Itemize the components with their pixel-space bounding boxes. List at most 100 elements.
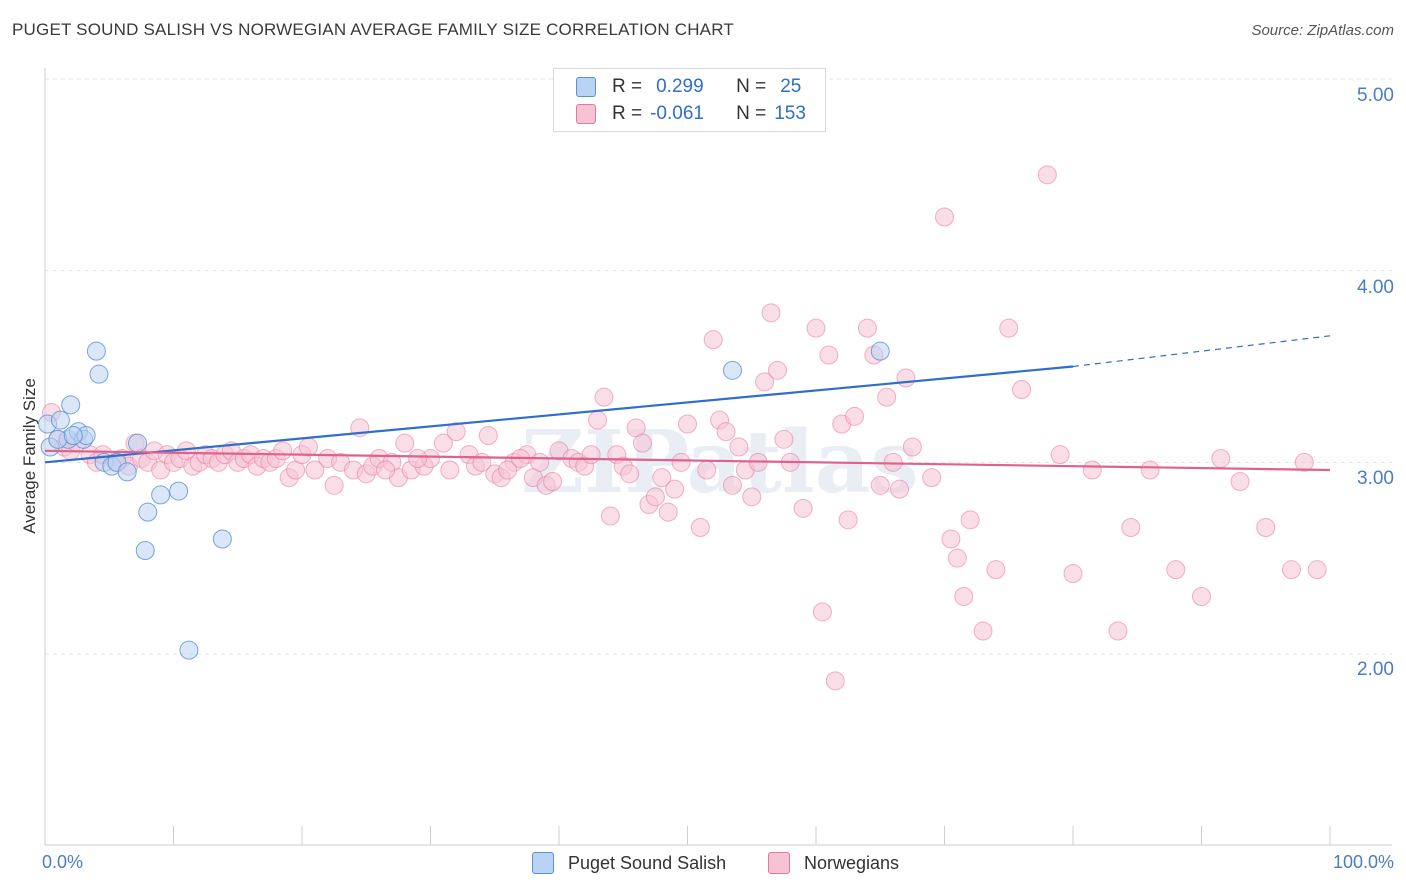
norwegian-point: [1192, 587, 1211, 606]
salish-point: [61, 395, 81, 415]
salish-trend-line: [44, 365, 1074, 464]
bottom-legend-salish: Puget Sound Salish: [532, 852, 726, 874]
legend-swatch-pink: [576, 104, 596, 124]
norwegian-point: [703, 330, 723, 350]
norwegian-point: [1140, 460, 1160, 480]
norwegian-point: [1230, 472, 1250, 491]
norwegian-point: [697, 460, 717, 480]
norwegian-point: [857, 318, 877, 338]
norwegian-point: [645, 487, 665, 507]
norwegian-point: [845, 406, 865, 426]
salish-point: [179, 640, 199, 660]
norwegian-point: [440, 460, 460, 480]
norwegian-point: [652, 468, 672, 488]
norwegian-point: [408, 449, 428, 468]
norwegian-point: [376, 460, 396, 480]
norwegian-point: [690, 518, 710, 537]
norwegian-point: [1121, 518, 1141, 537]
x-tick-min: 0.0%: [42, 852, 84, 872]
norwegian-point: [870, 475, 890, 495]
bottom-legend-norwegians: Norwegians: [768, 852, 899, 874]
salish-point: [117, 462, 137, 482]
chart-title: PUGET SOUND SALISH VS NORWEGIAN AVERAGE …: [12, 20, 734, 39]
legend-r-label: R =: [612, 103, 643, 124]
salish-point: [63, 426, 83, 445]
norwegian-point: [1281, 560, 1301, 580]
norwegian-point: [922, 468, 942, 488]
legend-r-value: 0.299: [656, 76, 704, 97]
norwegian-point: [774, 429, 794, 449]
norwegian-point: [273, 441, 293, 461]
norwegian-point: [1294, 452, 1314, 472]
norwegian-point: [890, 479, 910, 499]
legend-r-label: R =: [612, 76, 643, 97]
salish-point: [169, 481, 189, 501]
norwegian-point: [954, 587, 974, 606]
norwegian-point: [742, 487, 762, 507]
norwegian-point: [755, 372, 775, 392]
y-tick-3: 3.00: [1357, 468, 1394, 489]
salish-point: [212, 529, 232, 549]
salish-point: [86, 341, 106, 361]
y-tick-5: 5.00: [1357, 85, 1394, 106]
norwegian-trend-line: [44, 449, 1331, 472]
norwegian-point: [1211, 449, 1231, 468]
legend-n-label: N =: [736, 103, 767, 124]
norwegian-point: [716, 422, 736, 442]
salish-point: [151, 485, 171, 505]
norwegian-point: [581, 445, 601, 465]
norwegian-point: [1307, 560, 1327, 580]
salish-trend-extension: [1072, 335, 1331, 368]
salish-point: [870, 341, 890, 361]
salish-point: [722, 360, 742, 380]
norwegian-point: [1050, 445, 1070, 465]
legend-r-value: -0.061: [650, 103, 704, 124]
norwegian-point: [1256, 518, 1276, 537]
norwegian-point: [433, 433, 453, 453]
norwegian-point: [588, 410, 608, 430]
norwegian-point: [305, 460, 325, 480]
salish-point: [50, 410, 70, 430]
norwegian-point: [722, 475, 742, 495]
norwegian-point: [1166, 560, 1186, 580]
y-tick-2: 2.00: [1357, 659, 1394, 680]
norwegian-point: [446, 422, 466, 442]
norwegian-point: [620, 464, 640, 484]
norwegian-point: [960, 510, 980, 530]
norwegian-point: [877, 387, 897, 407]
bottom-legend-label: Puget Sound Salish: [568, 852, 727, 873]
norwegian-point: [498, 460, 518, 480]
legend-n-value: 153: [774, 103, 806, 124]
x-tick-max: 100.0%: [1332, 852, 1394, 872]
norwegian-point: [941, 529, 961, 549]
norwegian-point: [678, 414, 697, 434]
norwegian-point: [767, 360, 787, 380]
norwegian-point: [896, 368, 916, 388]
salish-point: [138, 502, 158, 522]
legend-row-norwegians: R = -0.061 N = 153: [576, 103, 806, 125]
norwegian-point: [671, 452, 691, 472]
legend-n-label: N =: [736, 76, 767, 97]
norwegian-point: [973, 621, 993, 641]
norwegian-point: [1082, 460, 1102, 480]
norwegian-point: [812, 602, 832, 622]
norwegian-point: [633, 433, 653, 453]
norwegian-point: [999, 318, 1019, 338]
norwegian-point: [530, 452, 550, 472]
norwegian-point: [819, 345, 839, 365]
norwegian-point: [806, 318, 826, 338]
norwegian-point: [594, 387, 614, 407]
legend-row-salish: R = 0.299 N = 25: [576, 76, 801, 98]
norwegian-point: [986, 560, 1006, 580]
norwegian-point: [729, 437, 749, 457]
norwegian-point: [902, 437, 922, 457]
legend-swatch-blue: [576, 77, 596, 97]
norwegian-point: [1108, 621, 1128, 641]
norwegian-point: [825, 671, 845, 691]
legend-n-value: 25: [780, 76, 802, 97]
salish-point: [89, 364, 109, 384]
norwegian-point: [947, 548, 967, 568]
norwegian-point: [478, 426, 498, 445]
bottom-legend-label: Norwegians: [804, 852, 900, 873]
